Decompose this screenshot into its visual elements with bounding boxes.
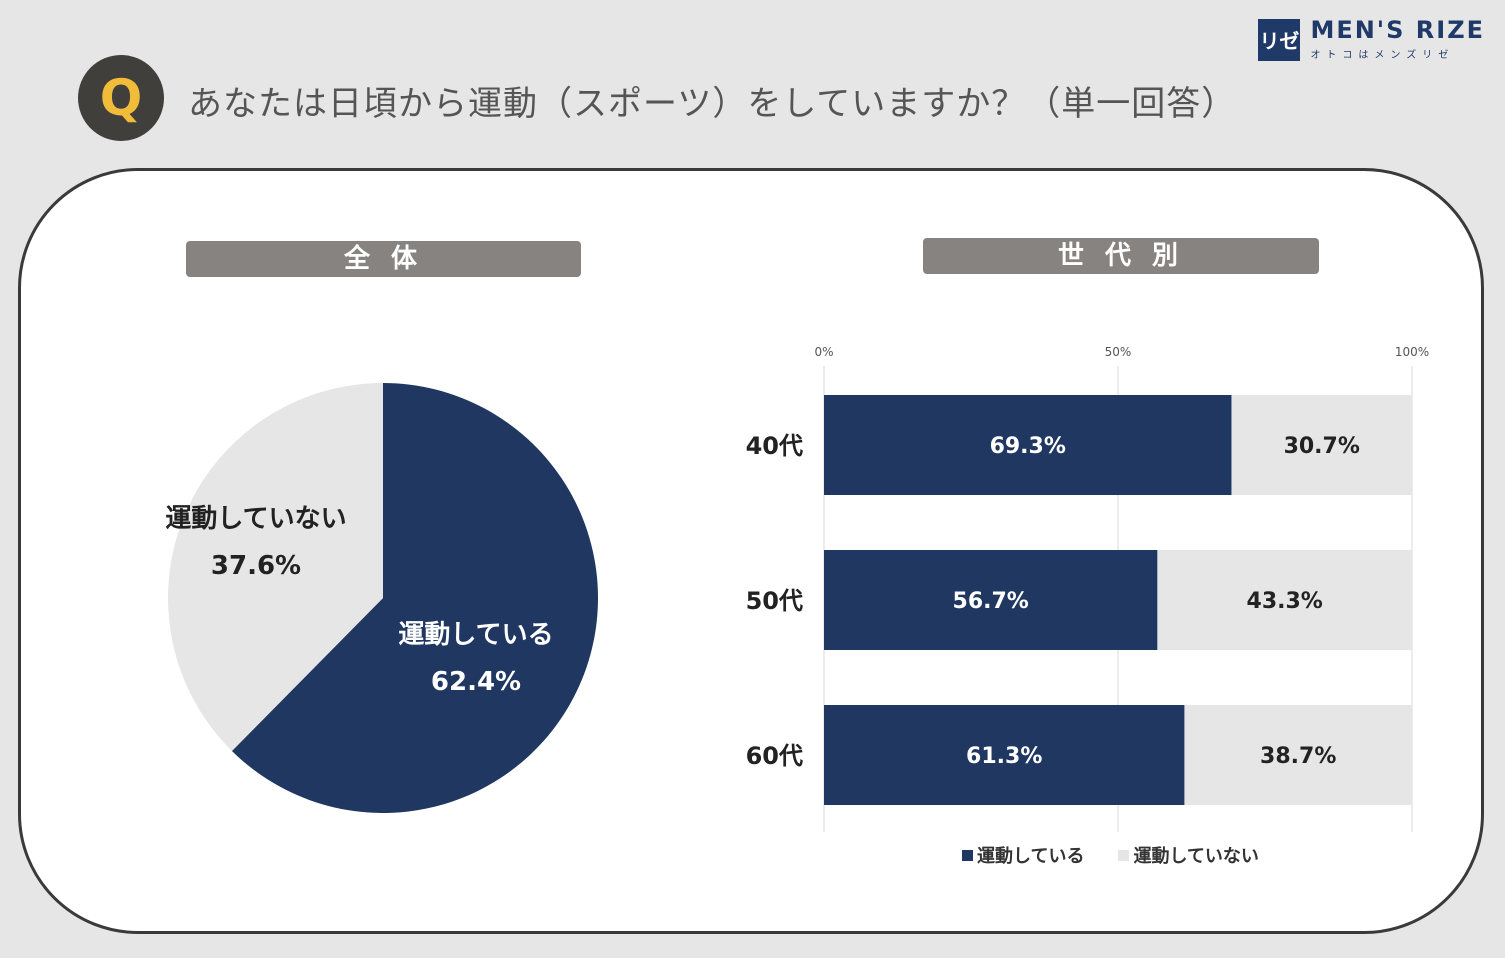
question-title: あなたは日頃から運動（スポーツ）をしていますか？（単一回答） <box>188 84 1237 124</box>
by-age-section-label: 世 代 別 <box>923 238 1319 274</box>
x-tick-label-2: 100% <box>1395 345 1429 359</box>
category-label-0: 40代 <box>746 432 803 460</box>
bar-legend: 運動している 運動していない <box>962 842 1293 868</box>
pie-slice-0 <box>231 383 599 813</box>
bar-value-label-2-0: 61.3% <box>966 744 1042 769</box>
bar-seg-1-1 <box>1157 550 1412 650</box>
question-badge: Q <box>78 55 164 141</box>
x-tick-label-1: 50% <box>1105 345 1132 359</box>
bar-seg-2-0 <box>824 705 1185 805</box>
legend-label-inactive: 運動していない <box>1133 846 1259 867</box>
legend-item-active: 運動している <box>962 842 1084 868</box>
pie-value-label-0: 62.4% <box>431 667 521 697</box>
pie-value-label-1: 37.6% <box>211 551 301 581</box>
category-label-2: 60代 <box>746 742 803 770</box>
bar-seg-2-1 <box>1184 705 1412 805</box>
bar-seg-0-0 <box>824 395 1232 495</box>
x-tick-label-0: 0% <box>814 345 833 359</box>
category-label-1: 50代 <box>746 587 803 615</box>
legend-label-active: 運動している <box>977 846 1085 867</box>
legend-swatch-inactive <box>1118 849 1130 861</box>
bar-seg-0-1 <box>1231 395 1412 495</box>
bar-value-label-2-1: 38.7% <box>1260 744 1336 769</box>
overall-section-label: 全 体 <box>186 241 581 277</box>
pie-slice-1 <box>168 383 383 751</box>
pie-label-1: 運動していない <box>165 504 346 534</box>
logo-tagline: オトコはメンズリゼ <box>1310 50 1455 61</box>
logo-text: MEN'S RIZE オトコはメンズリゼ <box>1310 18 1485 61</box>
bar-value-label-1-0: 56.7% <box>953 589 1029 614</box>
legend-swatch-active <box>962 849 973 861</box>
pie-label-0: 運動している <box>398 620 553 650</box>
legend-item-inactive: 運動していない <box>1118 842 1259 868</box>
bar-value-label-1-1: 43.3% <box>1247 589 1323 614</box>
q-letter: Q <box>99 69 143 127</box>
bar-value-label-0-0: 69.3% <box>990 434 1066 459</box>
logo-mark: リゼ <box>1258 18 1301 61</box>
bar-seg-1-0 <box>824 550 1158 650</box>
bar-value-label-0-1: 30.7% <box>1284 434 1360 459</box>
logo-name: MEN'S RIZE <box>1310 16 1485 44</box>
brand-logo: リゼ MEN'S RIZE オトコはメンズリゼ <box>1258 18 1485 61</box>
